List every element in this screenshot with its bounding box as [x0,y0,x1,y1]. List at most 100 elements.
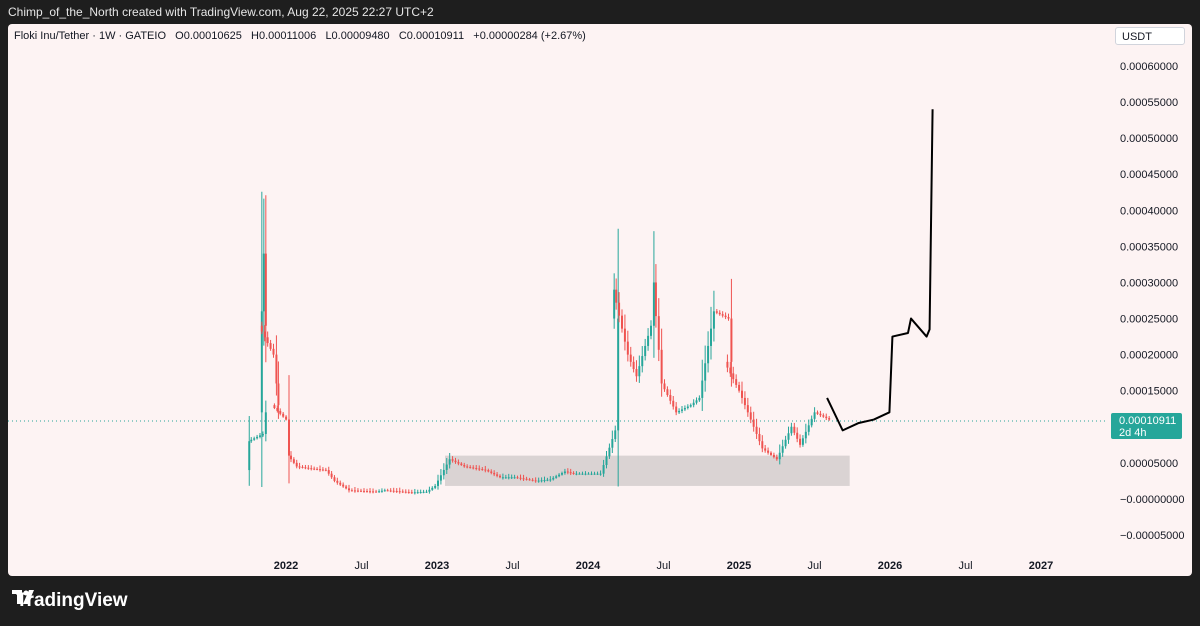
candle-body [746,405,749,413]
candle-body [285,416,288,420]
candle-body [715,311,718,313]
candle-body [732,373,735,380]
candle-body [730,318,733,362]
candle-body [275,354,278,384]
candle-body [615,289,618,303]
candle-body [356,490,359,492]
candle-body [678,410,681,413]
candle-body [712,311,715,329]
candle-body [801,438,804,445]
legend-symbol: Floki Inu/Tether · 1W · GATEIO [14,30,166,42]
legend-open: O0.00010625 [175,30,242,42]
candle-body [654,282,657,317]
candle-body [652,282,655,326]
candle-body [366,491,369,493]
candle-body [333,477,336,481]
candle-body [724,315,727,318]
candle-body [401,491,404,493]
candle-body [828,418,831,420]
candle-body [389,490,392,492]
candle-body [738,384,741,391]
candle-body [262,253,265,312]
chart-legend: Floki Inu/Tether · 1W · GATEIO O0.000106… [14,30,586,42]
candle-body [260,311,263,413]
candle-body [561,473,563,475]
candle-body [602,465,605,474]
candle-body [327,470,330,474]
y-tick-label: 0.00005000 [1120,458,1178,470]
candle-body [362,490,365,492]
candle-body [683,408,686,410]
candle-body [348,488,350,491]
candle-body [761,441,764,449]
candle-body [613,289,616,319]
candle-body [819,413,822,416]
candle-body [369,491,372,493]
candle-body [277,383,280,406]
candle-body [460,463,463,466]
y-tick-label: 0.00040000 [1120,205,1178,217]
candle-body [513,477,516,479]
candle-body [481,469,484,471]
candle-body [324,469,327,471]
candle-body [681,409,683,411]
candle-body [264,412,267,434]
candle-body [475,468,478,469]
candle-body [250,439,253,442]
candle-body [804,431,807,439]
candle-body [478,468,481,470]
candle-body [726,361,729,368]
x-tick-label: 2026 [878,560,902,572]
candle-body [632,361,635,370]
x-tick-label: Jul [505,560,519,572]
x-tick-label: Jul [958,560,972,572]
candle-body [378,491,381,493]
candle-body [741,390,743,398]
candle-body [342,484,345,487]
candle-body [647,335,650,346]
candle-body [534,480,537,482]
y-tick-label: 0.00050000 [1120,133,1178,145]
candle-body [578,473,581,475]
candle-body [813,412,816,419]
candle-body [439,475,442,481]
candle-body [463,465,466,467]
x-tick-label: Jul [656,560,670,572]
legend-low: L0.00009480 [325,30,390,42]
candle-body [767,450,770,453]
candle-body [319,469,321,471]
x-tick-label: 2023 [425,560,449,572]
candle-body [260,325,263,332]
currency-selector[interactable]: USDT [1115,27,1185,45]
tradingview-logo-text: TradingView [16,590,128,611]
x-tick-label: Jul [354,560,368,572]
candle-body [796,432,799,439]
candle-body [269,343,272,349]
x-tick-label: Jul [807,560,821,572]
candle-body [276,408,279,411]
candle-body [298,466,301,468]
candle-body [416,492,419,494]
candle-body [623,328,626,342]
candle-body [787,433,790,440]
candle-body [729,367,732,374]
tradingview-logo[interactable]: TradingView [12,590,128,612]
candle-body [599,473,602,475]
candle-body [775,457,778,460]
candle-body [822,415,825,417]
candle-body [419,491,422,493]
candle-body [395,490,398,492]
candle-body [442,469,445,476]
candle-body [301,466,304,468]
candle-body [273,405,276,409]
candle-body [310,468,313,470]
y-tick-label: 0.00045000 [1120,169,1178,181]
candle-body [735,379,738,385]
y-tick-label: 0.00025000 [1120,314,1178,326]
candle-body [660,349,663,384]
candle-body [422,491,425,493]
candle-body [618,302,621,316]
y-tick-label: 0.00035000 [1120,241,1178,253]
candle-body [264,253,267,326]
